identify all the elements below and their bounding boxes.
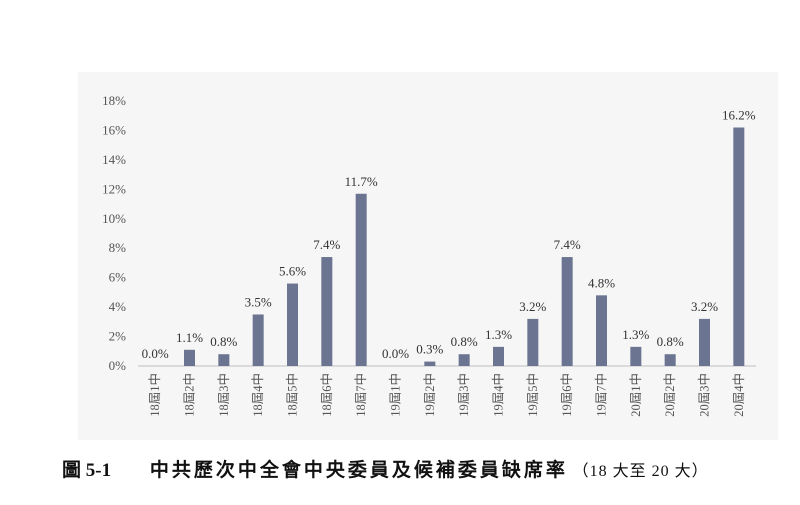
y-axis-tick-labels: 0% 2% 4% 6% 8% 10% 12% 14% 16% 18% — [102, 93, 126, 373]
bars — [184, 127, 745, 366]
data-label: 0.0% — [382, 346, 409, 361]
y-tick-label: 4% — [109, 299, 127, 314]
data-label: 0.0% — [142, 346, 169, 361]
data-label: 0.8% — [210, 334, 237, 349]
x-category-label: 20屆3中 — [697, 373, 712, 417]
x-category-label: 19屆6中 — [559, 373, 574, 417]
x-category-label: 18屆1中 — [147, 373, 162, 417]
data-label: 0.8% — [657, 334, 684, 349]
data-label: 11.7% — [345, 174, 378, 189]
data-label: 1.1% — [176, 330, 203, 345]
data-label: 7.4% — [313, 237, 340, 252]
bar — [561, 257, 573, 366]
data-label: 16.2% — [722, 108, 756, 123]
data-labels: 0.0% 1.1% 0.8% 3.5% 5.6% 7.4% 11.7% 0.0% 0.3% 0.8… — [142, 108, 756, 362]
bar — [458, 354, 470, 366]
data-label: 7.4% — [554, 237, 581, 252]
y-tick-label: 8% — [109, 240, 127, 255]
x-category-label: 18屆6中 — [319, 373, 334, 417]
y-tick-label: 16% — [102, 122, 126, 137]
data-label: 0.8% — [451, 334, 478, 349]
data-label: 3.2% — [519, 299, 546, 314]
data-label: 4.8% — [588, 275, 615, 290]
x-axis-category-labels: 18屆1中 18屆2中 18屆3中 18屆4中 18屆5中 18屆6中 18屆7中 19屆1中… — [147, 373, 746, 417]
chart-background — [78, 72, 778, 440]
x-category-label: 19屆4中 — [491, 373, 506, 417]
bar — [218, 354, 230, 366]
y-tick-label: 2% — [109, 329, 127, 344]
y-tick-label: 14% — [102, 152, 126, 167]
x-category-label: 19屆1中 — [388, 373, 403, 417]
bar — [184, 349, 195, 366]
x-category-label: 18屆7中 — [353, 373, 368, 417]
bar — [664, 354, 676, 366]
bar — [493, 346, 504, 366]
y-tick-label: 10% — [102, 211, 126, 226]
bar — [527, 318, 539, 366]
data-label: 3.5% — [245, 294, 272, 309]
y-tick-label: 18% — [102, 93, 126, 108]
x-category-label: 19屆7中 — [594, 373, 609, 417]
bar — [252, 314, 264, 366]
y-tick-label: 12% — [102, 181, 126, 196]
figure-caption: 圖 5-1 中共歷次中全會中央委員及候補委員缺席率 （18 大至 20 大） — [62, 455, 762, 485]
figure-number: 圖 5-1 — [62, 460, 112, 481]
x-category-label: 20屆2中 — [662, 373, 677, 417]
data-label: 3.2% — [691, 299, 718, 314]
y-tick-label: 6% — [109, 270, 127, 285]
x-category-label: 18屆4中 — [250, 373, 265, 417]
bar — [630, 346, 642, 366]
bar — [596, 295, 607, 366]
figure-subtitle: （18 大至 20 大） — [572, 463, 709, 480]
x-category-label: 19屆5中 — [525, 373, 540, 417]
bar — [355, 193, 367, 366]
x-category-label: 20屆4中 — [731, 373, 746, 417]
bar — [699, 318, 710, 366]
x-category-label: 19屆3中 — [456, 373, 471, 417]
bar — [424, 361, 436, 366]
data-label: 1.3% — [485, 327, 512, 342]
bar — [321, 257, 333, 366]
bar — [287, 283, 298, 366]
x-category-label: 18屆3中 — [216, 373, 231, 417]
y-tick-label: 0% — [109, 358, 127, 373]
x-category-label: 18屆2中 — [182, 373, 197, 417]
data-label: 5.6% — [279, 264, 306, 279]
bar-chart: 0% 2% 4% 6% 8% 10% 12% 14% 16% 18% 0.0% 1.1% 0.8% 3.… — [102, 93, 756, 417]
x-category-label: 18屆5中 — [285, 373, 300, 417]
x-category-label: 20屆1中 — [628, 373, 643, 417]
figure-title: 中共歷次中全會中央委員及候補委員缺席率 — [149, 460, 568, 481]
data-label: 1.3% — [622, 327, 649, 342]
data-label: 0.3% — [416, 342, 443, 357]
bar — [733, 127, 745, 366]
x-category-label: 19屆2中 — [422, 373, 437, 417]
